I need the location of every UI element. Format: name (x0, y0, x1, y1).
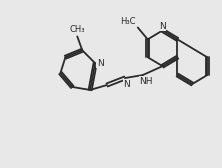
Text: H₃C: H₃C (120, 17, 136, 26)
Text: N: N (123, 79, 130, 89)
Text: CH₃: CH₃ (69, 25, 85, 34)
Text: N: N (97, 59, 103, 68)
Text: N: N (159, 22, 166, 31)
Text: NH: NH (139, 77, 153, 86)
